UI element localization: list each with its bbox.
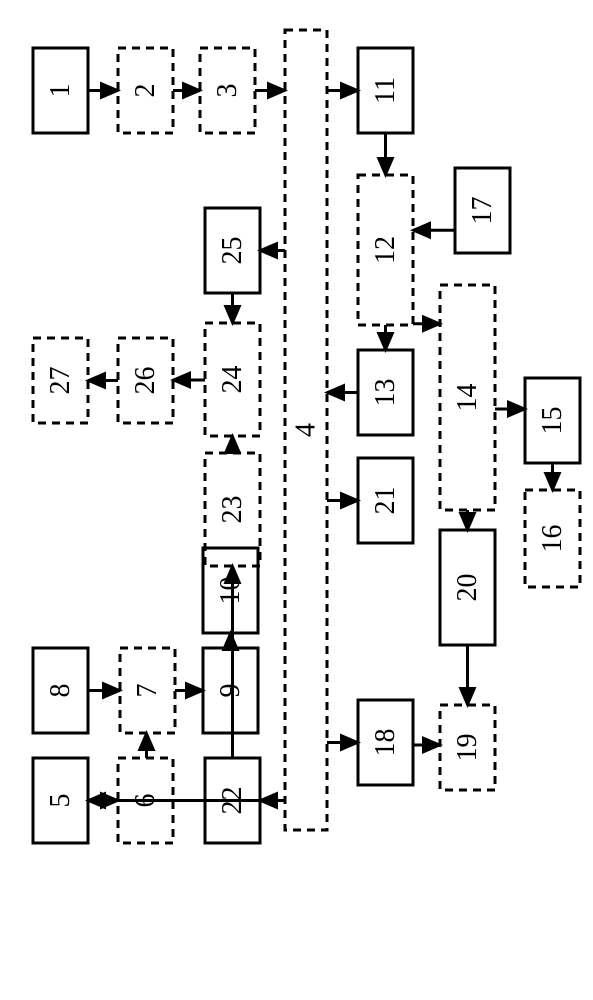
node-label-15: 15 bbox=[537, 407, 568, 435]
node-label-18: 18 bbox=[370, 729, 401, 757]
node-label-8: 8 bbox=[45, 684, 76, 698]
node-label-23: 23 bbox=[217, 496, 248, 524]
node-label-13: 13 bbox=[370, 379, 401, 407]
node-label-22: 22 bbox=[217, 787, 248, 815]
node-label-19: 19 bbox=[452, 734, 483, 762]
node-label-9: 9 bbox=[215, 684, 246, 698]
node-label-12: 12 bbox=[370, 236, 401, 264]
node-label-26: 26 bbox=[130, 367, 161, 395]
node-label-2: 2 bbox=[130, 84, 161, 98]
block-diagram: 1234567891011121314151617181920212223242… bbox=[0, 0, 593, 1000]
node-label-21: 21 bbox=[370, 487, 401, 515]
node-label-1: 1 bbox=[45, 84, 76, 98]
node-label-20: 20 bbox=[452, 574, 483, 602]
node-label-27: 27 bbox=[45, 367, 76, 395]
node-label-10: 10 bbox=[215, 577, 246, 605]
node-label-17: 17 bbox=[467, 197, 498, 225]
node-label-24: 24 bbox=[217, 366, 248, 394]
node-label-11: 11 bbox=[370, 77, 401, 104]
node-label-4: 4 bbox=[291, 423, 322, 437]
node-label-7: 7 bbox=[132, 684, 163, 698]
node-label-6: 6 bbox=[130, 794, 161, 808]
node-label-5: 5 bbox=[45, 794, 76, 808]
node-label-25: 25 bbox=[217, 237, 248, 265]
node-label-14: 14 bbox=[452, 384, 483, 412]
node-label-3: 3 bbox=[212, 84, 243, 98]
node-label-16: 16 bbox=[537, 525, 568, 553]
